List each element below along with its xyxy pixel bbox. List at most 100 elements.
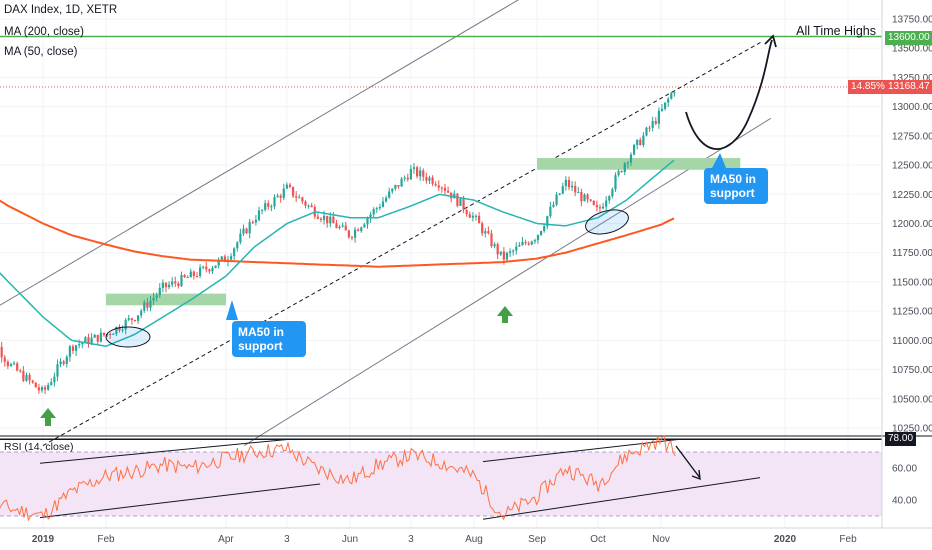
candle-body [338, 226, 341, 229]
candle-body [403, 177, 406, 179]
price-tick-label: 12750.00 [892, 131, 932, 142]
candle-body [595, 204, 598, 208]
candle-body [78, 344, 81, 346]
candle-body [121, 329, 124, 331]
candle-body [307, 205, 310, 207]
price-tick-label: 13750.00 [892, 15, 932, 26]
candle-body [527, 243, 530, 245]
candle-body [68, 346, 71, 357]
candle-body [524, 241, 527, 244]
candle-body [632, 144, 636, 155]
ma200-legend: MA (200, close) [4, 26, 84, 38]
candle-body [288, 184, 292, 187]
candle-body [202, 266, 205, 268]
rsi-tick-label: 60.00 [892, 464, 917, 475]
candle-body [645, 127, 648, 136]
candle-body [394, 184, 397, 189]
candle-body [369, 214, 372, 219]
candle-body [53, 376, 56, 383]
candle-body [118, 326, 121, 331]
candle-body [90, 337, 93, 345]
ma50-line [0, 159, 675, 347]
candle-body [28, 374, 31, 381]
candle-body [415, 167, 419, 177]
price-tick-label: 11750.00 [892, 248, 932, 259]
candle-body [564, 179, 567, 187]
candle-body [639, 139, 642, 146]
candle-body [505, 252, 509, 260]
time-tick-label: Aug [465, 534, 483, 545]
candle-body [592, 200, 595, 205]
candle-body [446, 190, 450, 193]
candle-body [236, 242, 239, 249]
candle-body [419, 170, 422, 177]
candle-body [406, 177, 409, 180]
candle-body [329, 216, 332, 224]
price-tick-label: 12000.00 [892, 219, 932, 230]
candle-body [570, 185, 574, 188]
candle-body [40, 387, 44, 391]
candle-body [654, 120, 657, 124]
candle-body [96, 334, 99, 342]
candle-body [189, 271, 192, 278]
candle-body [496, 244, 499, 255]
candle-body [285, 184, 288, 189]
time-tick-label: Apr [218, 534, 234, 545]
candle-body [19, 370, 22, 372]
candle-body [245, 228, 248, 234]
rsi-axis[interactable]: 60.00 40.00 [892, 464, 917, 507]
candle-body [450, 192, 453, 199]
candle-body [99, 332, 102, 342]
candle-body [539, 231, 543, 236]
candle-body [71, 346, 75, 351]
candle-body [335, 223, 338, 229]
candle-body [477, 215, 481, 224]
candle-body [205, 266, 208, 270]
support-ellipse-1 [105, 326, 151, 348]
candle-body [322, 215, 326, 220]
candle-body [264, 203, 267, 210]
rsi-upper-trend-1 [39, 438, 291, 464]
candle-body [56, 364, 59, 377]
candle-body [43, 387, 47, 390]
candle-body [561, 186, 564, 194]
callout-2-line1: MA50 in [710, 172, 757, 186]
candle-body [319, 218, 323, 220]
candle-body [388, 191, 391, 198]
price-tick-label: 11500.00 [892, 277, 932, 288]
callout-2-line2: support [710, 186, 755, 200]
candle-body [543, 226, 546, 232]
candle-body [663, 102, 667, 109]
callout-ma50-support-1: MA50 in support [232, 321, 306, 357]
candle-body [350, 237, 354, 239]
candle-body [37, 387, 40, 391]
candle-body [428, 177, 431, 181]
time-axis[interactable]: 2019 Feb Apr 3 Jun 3 Aug Sep Oct Nov 2020 Feb [32, 534, 857, 545]
candle-body [6, 361, 9, 367]
candle-body [270, 206, 273, 208]
candle-body [629, 154, 633, 163]
candle-body [673, 92, 676, 94]
price-axis[interactable]: 13750.00 13500.00 13250.00 13000.00 12750.00… [892, 15, 932, 435]
candle-body [186, 277, 189, 279]
time-tick-label: Jun [342, 534, 358, 545]
ath-label: All Time Highs [796, 24, 876, 38]
candle-body [211, 268, 214, 272]
candle-body [25, 374, 28, 381]
candle-body [208, 269, 211, 272]
candle-body [124, 319, 127, 330]
candle-body [140, 310, 143, 316]
candle-body [146, 302, 149, 308]
candle-body [598, 207, 602, 209]
candle-body [586, 194, 589, 200]
candle-body [465, 209, 468, 215]
candle-body [608, 196, 611, 201]
price-tick-label: 13500.00 [892, 44, 932, 55]
projection-curve [685, 39, 773, 150]
candle-body [59, 361, 62, 365]
candle-body [558, 193, 561, 195]
change-percent-tag: 14.85% [848, 80, 888, 94]
candle-body [174, 281, 177, 284]
candle-body [167, 284, 171, 288]
